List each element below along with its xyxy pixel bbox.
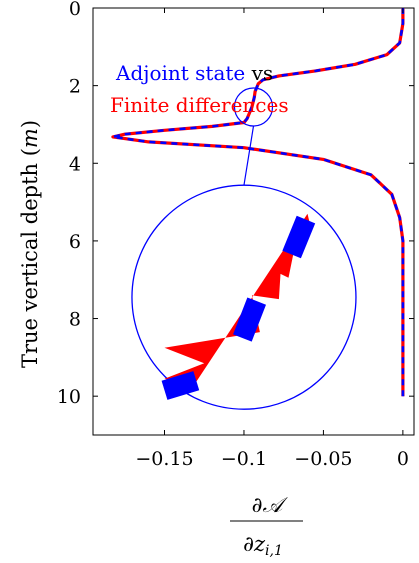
zoom-finite-differences-band — [164, 213, 311, 387]
zoom-adjoint-segment — [161, 371, 200, 400]
legend: Adjoint state vs Finite differences — [110, 61, 289, 117]
y-tick-label: 10 — [57, 386, 81, 408]
legend-label-adjoint: Adjoint state — [115, 61, 245, 85]
x-tick-label: −0.1 — [221, 448, 267, 470]
zoom-target-circle — [131, 184, 357, 410]
y-axis-label-unit: m — [18, 128, 42, 148]
x-axis-label-denominator: ∂zi,1 — [243, 532, 283, 559]
zoom-inset — [131, 87, 357, 410]
axis-ticks: −0.15 −0.1 −0.05 0 0 2 4 6 8 10 — [57, 0, 414, 470]
x-axis-label: ∂𝒜 ∂zi,1 — [230, 493, 303, 559]
x-tick-label: −0.05 — [294, 448, 352, 470]
y-tick-label: 0 — [69, 0, 81, 20]
y-axis-label-close: ) — [18, 120, 42, 128]
y-tick-label: 2 — [69, 76, 81, 98]
y-tick-label: 4 — [69, 153, 81, 175]
series-line-adjoint-state — [111, 8, 405, 397]
y-axis-label-main: True vertical depth ( — [18, 148, 42, 368]
legend-label-finite: Finite differences — [110, 93, 289, 117]
x-tick-label: −0.15 — [135, 448, 193, 470]
y-tick-label: 8 — [69, 309, 81, 331]
legend-vs: vs — [245, 61, 273, 85]
y-axis-label: True vertical depth (m) — [18, 120, 42, 368]
zoom-adjoint-segment — [233, 297, 267, 342]
legend-line-1: Adjoint state vs — [115, 61, 273, 85]
x-axis-label-subscript: i,1 — [265, 543, 283, 559]
plot-frame — [92, 7, 415, 436]
x-axis-label-numerator: ∂𝒜 — [252, 493, 289, 517]
axes-frame — [92, 7, 415, 436]
x-tick-label: 0 — [397, 448, 409, 470]
x-axis-label-denominator-text: ∂z — [243, 532, 266, 556]
zoom-adjoint-segment — [282, 215, 316, 259]
zoom-connector — [243, 125, 255, 186]
y-tick-label: 6 — [69, 231, 81, 253]
y-axis-label-text: True vertical depth (m) — [18, 120, 42, 368]
series-curves — [111, 8, 405, 397]
